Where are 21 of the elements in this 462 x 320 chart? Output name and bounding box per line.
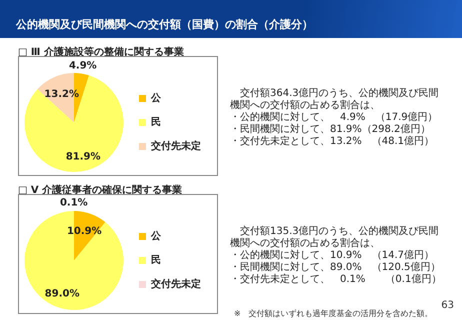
data-label: 0.1% — [60, 198, 88, 209]
text: 63 — [441, 300, 454, 311]
legend-label: 交付先未定 — [150, 140, 201, 152]
text: ・民間機関に対して、81.9%（298.2億円） — [230, 124, 432, 136]
text: ・交付先未定として、13.2% （48.1億円） — [230, 136, 436, 148]
legend-label: 公 — [150, 92, 162, 104]
text: 交付額364.3億円のうち、公的機関及び民間機関への交付額の占める割合は、 — [230, 88, 440, 112]
legend-label: 交付先未定 — [150, 278, 201, 290]
legend-label: 公 — [150, 230, 162, 242]
text: ・公的機関に対して、 4.9% （17.9億円） — [230, 112, 439, 124]
chart-title: 公的機関及び民間機関への交付額（国費）の割合（介護分） — [16, 17, 313, 32]
text: ・交付先未定として、 0.1% （0.1億円） — [230, 274, 442, 286]
legend-label: 民 — [151, 254, 161, 266]
text: ・公的機関に対して、10.9% （14.7億円） — [230, 250, 436, 262]
data-label: 4.9% — [68, 60, 97, 72]
data-label: 81.9% — [66, 152, 101, 163]
data-label: 89.0% — [44, 288, 80, 300]
text: ※ 交付額はいずれも過年度基金の活用分を含めた額。 — [234, 308, 433, 319]
legend-label: 民 — [151, 116, 161, 128]
text: 交付額135.3億円のうち、公的機関及び民間機関への交付額の占める割合は、 — [230, 226, 440, 250]
text: ・民間機関に対して、89.0% （120.5億円） — [230, 262, 442, 274]
